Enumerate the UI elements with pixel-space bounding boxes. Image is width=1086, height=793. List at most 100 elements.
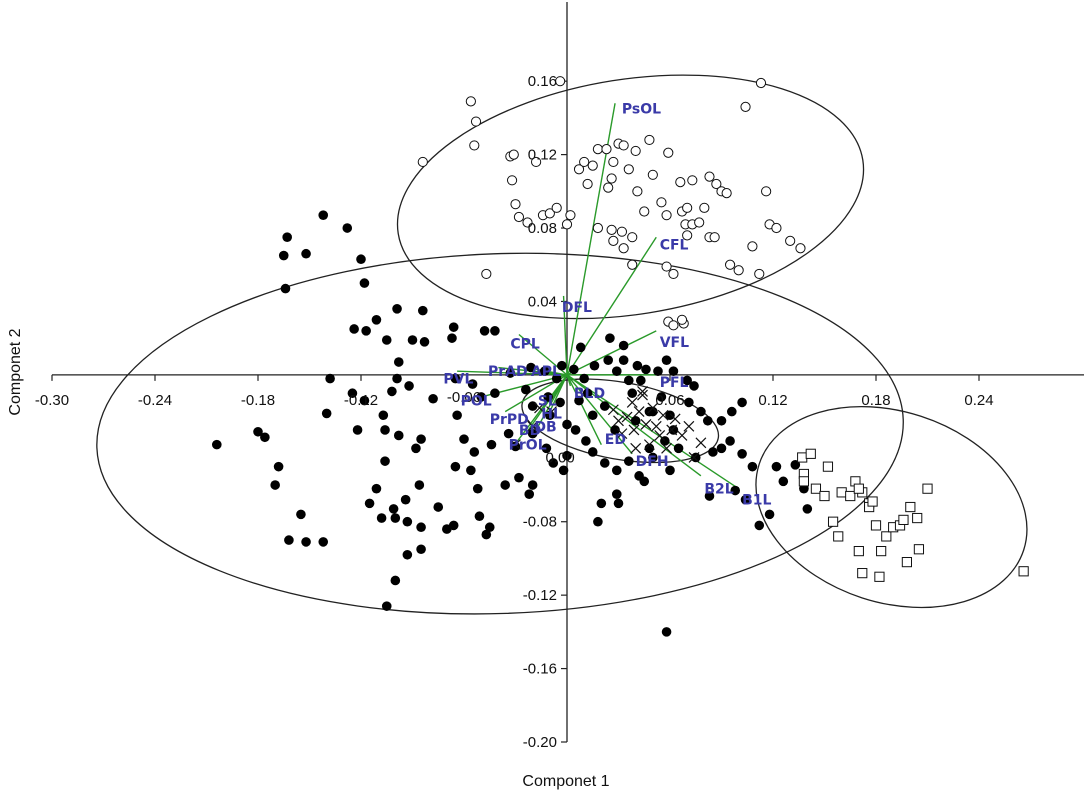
vector-dfh [566, 374, 633, 455]
open-circle-point [747, 241, 758, 252]
open-circle-point [656, 197, 667, 208]
filled-circle-point [599, 401, 610, 411]
filled-circle-point [514, 472, 524, 483]
open-square-point [853, 545, 864, 557]
x-cross-point [616, 428, 628, 440]
x-cross-stroke [643, 439, 655, 451]
open-circle-point [579, 156, 590, 168]
confidence-ellipses [96, 74, 1028, 615]
open-circle-point [761, 186, 772, 197]
x-tick-label: -0.24 [138, 392, 172, 409]
x-cross-point [657, 409, 669, 421]
open-circle-point [508, 149, 519, 160]
open-circle-point [699, 202, 710, 213]
x-cross-point [637, 389, 648, 401]
vector-vfl [566, 330, 657, 376]
filled-circle-point [278, 250, 289, 261]
filled-circle-point [527, 401, 538, 411]
filled-circle-point [318, 210, 329, 220]
filled-circle-point [416, 544, 426, 555]
filled-circle-point [500, 480, 511, 490]
filled-circle-point [282, 232, 292, 243]
open-circle-point [510, 199, 521, 210]
x-cross-stroke [527, 420, 539, 432]
filled-circle-point [284, 535, 294, 545]
filled-circle-point [665, 410, 675, 421]
open-circle-point [587, 160, 598, 171]
filled-circle-point [418, 305, 428, 316]
open-circle-point [616, 226, 628, 237]
vector-label-pfl: PFL [660, 375, 689, 391]
open-circle-point [687, 175, 698, 186]
filled-circle-point [627, 388, 638, 399]
x-cross-point [628, 424, 640, 436]
open-circle-point [668, 268, 679, 280]
x-cross-stroke [650, 420, 662, 432]
filled-circle-point [527, 428, 538, 439]
y-tick-label: -0.20 [523, 734, 557, 751]
filled-circle-point [562, 419, 572, 430]
group-ellipse-4 [755, 405, 1028, 609]
open-square-point [912, 512, 923, 524]
open-circle-point [565, 210, 576, 221]
filled-circle-point [371, 315, 382, 325]
filled-circle-point [725, 436, 735, 446]
filled-circle-point [555, 397, 565, 408]
open-circle-point [795, 243, 806, 254]
open-circle-point [555, 76, 566, 87]
filled-circle-point [378, 410, 389, 421]
x-cross-point [654, 430, 666, 441]
x-cross-stroke [637, 389, 648, 401]
open-square-point [833, 531, 844, 542]
filled-circle-point [582, 388, 593, 399]
filled-circle-point [764, 509, 775, 520]
x-cross-stroke [661, 442, 672, 454]
filled-circle-point [301, 537, 311, 547]
open-circle-point [582, 178, 593, 190]
open-circle-point [709, 232, 720, 243]
filled-circle-point [390, 513, 401, 523]
filled-circle-point [581, 436, 591, 446]
filled-circle-point [212, 439, 222, 450]
filled-circle-point [273, 461, 284, 472]
filled-circle-point [648, 452, 658, 463]
open-circle-point [606, 224, 617, 235]
x-cross-point [613, 415, 624, 427]
filled-circle-point [490, 388, 500, 399]
open-square-point [810, 483, 822, 494]
open-circle-point [506, 175, 518, 186]
open-circle-point [724, 259, 736, 270]
x-cross-point [637, 385, 648, 397]
filled-circle-point [737, 397, 747, 408]
x-cross-point [650, 420, 662, 432]
open-circle-point [627, 232, 638, 243]
filled-circle-point [428, 393, 438, 404]
filled-circle-point [543, 392, 553, 402]
x-tick-label: -0.12 [344, 392, 378, 409]
filled-circle-point [450, 373, 461, 384]
filled-circle-point [361, 326, 371, 336]
x-cross-stroke [546, 406, 557, 418]
filled-circle-point [603, 355, 613, 365]
x-cross-stroke [628, 424, 640, 436]
filled-circle-point [490, 326, 500, 336]
filled-circle-point [321, 408, 332, 419]
open-circle-point [601, 143, 612, 155]
filled-circle-point [802, 504, 813, 514]
y-tick-label: -0.16 [523, 661, 557, 678]
vector-label-b1l: B1L [742, 493, 771, 509]
open-circle-point [551, 202, 562, 213]
x-cross-stroke [666, 424, 678, 436]
vector-label-apl: APL [531, 364, 561, 380]
x-cross-stroke [534, 402, 545, 414]
filled-circle-point [260, 432, 270, 443]
filled-circle-point [704, 491, 715, 501]
open-circle-point [618, 140, 629, 151]
vector-dfl [562, 295, 568, 375]
filled-circle-point [618, 340, 629, 351]
x-cross-stroke [676, 430, 688, 441]
open-circle-point [531, 156, 542, 168]
filled-circle-point [392, 303, 402, 314]
filled-circle-point [404, 381, 414, 391]
filled-circle-point [380, 456, 390, 466]
